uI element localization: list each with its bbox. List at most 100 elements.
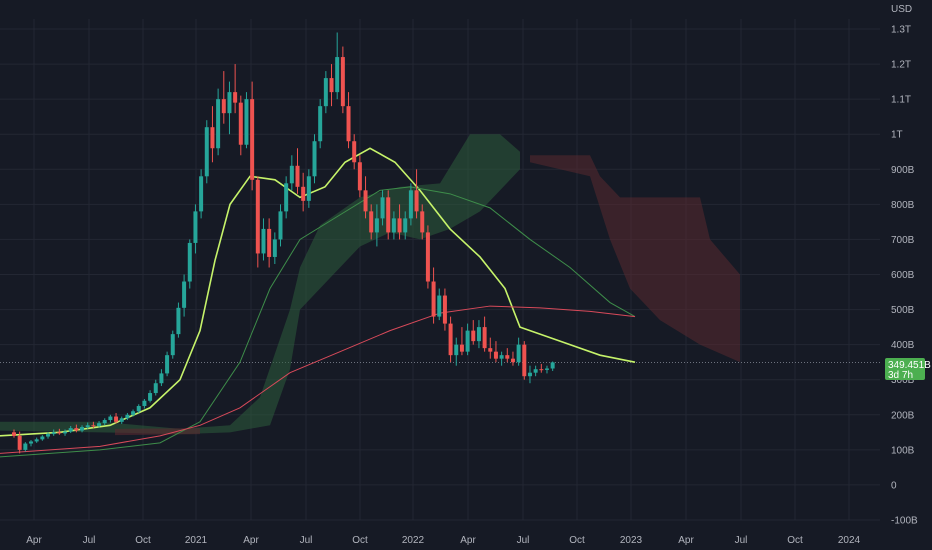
candle (17, 431, 22, 454)
candle (505, 348, 510, 363)
candle (153, 379, 158, 396)
candle (216, 88, 221, 156)
candle (272, 232, 277, 264)
y-tick-label: 600B (891, 270, 915, 281)
x-tick-label: Oct (787, 535, 803, 546)
y-tick-label: 400B (891, 340, 915, 351)
candle (482, 316, 487, 352)
candle (346, 92, 351, 149)
candle (323, 71, 328, 114)
candle (312, 134, 317, 184)
cloud-bear (530, 155, 740, 363)
x-axis: Apr Jul Oct 2021 Apr Jul Oct 2022 Apr Jul Oct 2023 A… (26, 535, 860, 546)
candle (442, 288, 447, 331)
candle (550, 361, 555, 371)
candle (471, 320, 476, 345)
candle (29, 440, 34, 447)
candle (386, 190, 391, 240)
candle (420, 204, 425, 240)
x-tick-label: Apr (243, 535, 259, 546)
candle (148, 390, 153, 403)
candle (527, 365, 532, 384)
candle (204, 120, 209, 184)
y-tick-label: 200B (891, 410, 915, 421)
x-tick-label: 2022 (402, 535, 425, 546)
candle (363, 176, 368, 219)
candle (238, 95, 243, 156)
x-tick-label: Apr (460, 535, 476, 546)
ma-slow (0, 305, 636, 454)
candle (476, 320, 481, 349)
y-tick-label: 300B (891, 375, 915, 386)
candle (102, 418, 107, 426)
candle (465, 323, 470, 356)
candle (23, 442, 28, 452)
candle (544, 365, 549, 374)
candle (374, 204, 379, 247)
candle (176, 302, 181, 338)
y-tick-label: -100B (891, 516, 918, 527)
candle (284, 176, 289, 219)
candle (170, 330, 175, 359)
candle (142, 399, 147, 409)
candle (193, 204, 198, 254)
y-tick-label: 0 (891, 480, 897, 491)
candle (80, 425, 85, 433)
x-tick-label: Oct (352, 535, 368, 546)
candle (516, 337, 521, 366)
candle (97, 421, 102, 428)
candle (425, 225, 430, 289)
candle (12, 429, 16, 438)
candle (114, 413, 119, 424)
candle (136, 404, 141, 414)
candle (227, 81, 232, 135)
candle (68, 426, 73, 434)
x-tick-label: 2024 (838, 535, 861, 546)
candle (408, 183, 413, 226)
candle (85, 422, 90, 429)
x-tick-label: Apr (26, 535, 42, 546)
grid (0, 19, 880, 521)
y-tick-label: 700B (891, 235, 915, 246)
candle (250, 81, 255, 191)
candle (448, 316, 453, 363)
candle (533, 365, 538, 377)
candle (125, 413, 130, 421)
candle (210, 106, 215, 163)
candle (493, 341, 498, 363)
candle (131, 409, 136, 417)
candle (431, 267, 436, 324)
y-tick-label: 900B (891, 165, 915, 176)
candle (255, 176, 260, 268)
candle (397, 204, 402, 240)
x-tick-label: Jul (83, 535, 96, 546)
candle (233, 64, 238, 114)
x-tick-label: Oct (569, 535, 585, 546)
candle (159, 369, 164, 387)
y-tick-label: 800B (891, 200, 915, 211)
candle (499, 351, 504, 366)
candle (51, 429, 56, 436)
candle (244, 92, 249, 149)
x-tick-label: Jul (517, 535, 530, 546)
candle (278, 204, 283, 247)
candle (488, 337, 493, 359)
candle (380, 190, 385, 226)
candle (40, 435, 45, 441)
x-tick-label: Jul (735, 535, 748, 546)
candle (57, 428, 62, 435)
x-tick-label: Jul (300, 535, 313, 546)
x-tick-label: 2023 (620, 535, 643, 546)
candle (539, 363, 544, 373)
candle (352, 134, 357, 170)
y-tick-label: 1.2T (891, 60, 911, 71)
candle (108, 414, 113, 423)
moving-averages (0, 147, 636, 458)
candles (12, 32, 555, 454)
candle (261, 218, 266, 261)
y-tick-label: 1.1T (891, 95, 911, 106)
candle (63, 429, 68, 436)
candle (91, 421, 96, 429)
candle (454, 337, 459, 366)
